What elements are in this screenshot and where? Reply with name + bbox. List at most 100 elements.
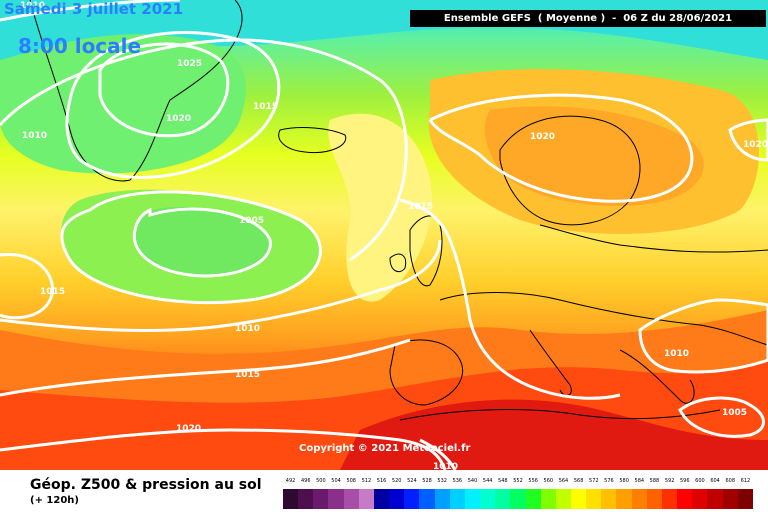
color-scale-swatch (646, 489, 662, 509)
copyright-notice: Copyright © 2021 Meteociel.fr (299, 443, 471, 454)
color-scale-swatch (434, 489, 450, 509)
color-scale-label: 612 (740, 478, 751, 484)
atlantic-low-core (134, 206, 271, 276)
isobar-label: 1015 (235, 370, 260, 380)
isobar-1025 (98, 42, 230, 138)
color-scale-swatch (616, 489, 632, 509)
color-scale-label: 560 (543, 478, 554, 484)
color-scale-label: 500 (316, 478, 326, 484)
baltic-coast (539, 224, 768, 253)
color-scale-swatch (661, 489, 678, 509)
color-scale-label: 608 (725, 478, 736, 484)
color-scale-swatch (631, 489, 647, 509)
color-scale-swatch (570, 489, 587, 509)
color-scale-label: 552 (513, 478, 523, 484)
isobar-label: 1005 (239, 216, 264, 226)
color-scale-swatch (449, 489, 465, 509)
color-scale-swatch (283, 489, 299, 509)
isobar-1010-north (0, 0, 181, 22)
color-scale-label: 508 (346, 478, 356, 484)
isobar-label: 1005 (722, 408, 747, 418)
color-scale-swatch (677, 489, 693, 509)
color-scale-swatch (373, 489, 390, 509)
product-title: Géop. Z500 & pression au sol (30, 477, 262, 493)
color-scale-swatch (586, 489, 602, 509)
greenland-coast (29, 0, 243, 182)
isobar-label: 1015 (253, 102, 278, 112)
isobar-1015-central (399, 198, 621, 400)
color-scale-swatch (298, 489, 314, 509)
color-scale-swatch (343, 489, 359, 509)
color-scale-label: 528 (422, 478, 432, 484)
color-scale-label: 572 (589, 478, 599, 484)
color-scale-label: 548 (498, 478, 508, 484)
color-scale-swatch (722, 489, 738, 509)
isobar-label: 1025 (177, 59, 202, 69)
iceland-coast (278, 127, 347, 154)
europe-coast (439, 292, 768, 346)
forecast-lead-time: (+ 120h) (30, 495, 79, 506)
isobar-1020-scandinavia (428, 93, 694, 203)
color-scale-label: 596 (679, 478, 690, 484)
isobar-label: 1020 (530, 132, 555, 142)
color-scale-swatch (480, 489, 496, 509)
color-scale-label: 492 (285, 478, 296, 484)
isobar-labels: 1010 1025 1020 1015 1010 1005 1020 1015 … (20, 1, 768, 470)
britain-coast (409, 215, 443, 287)
isobar-label: 1015 (40, 287, 65, 297)
color-scale-swatch (540, 489, 556, 509)
ireland-coast (389, 253, 407, 273)
isobar-1010-south (0, 239, 442, 332)
color-scale-label: 604 (710, 478, 720, 484)
color-scale-swatch (510, 489, 526, 509)
color-scale-label: 504 (331, 478, 341, 484)
isobar-label: 1010 (20, 1, 45, 11)
scandinavia-warm-core (484, 106, 704, 206)
isobar-1015-south (0, 338, 411, 397)
color-scale-label: 516 (376, 478, 387, 484)
color-scale-swatch (525, 489, 541, 509)
color-scale-label: 592 (664, 478, 675, 484)
color-scale-swatch (419, 489, 435, 509)
isobar-label: 1020 (166, 114, 191, 124)
ensemble-run-text: Ensemble GEFS ( Moyenne ) - 06 Z du 28/0… (443, 13, 733, 24)
color-scale-label: 540 (467, 478, 478, 484)
color-scale-label: 584 (634, 478, 645, 484)
isobar-1010-africa (419, 438, 457, 470)
greenland-green-zone (0, 34, 247, 174)
isobar-label: 1020 (743, 140, 768, 150)
iberia-coast (389, 339, 463, 406)
color-scale-label: 600 (695, 478, 705, 484)
color-scale-labels: 492 496 500 504 508 512 516 520 524 528 532 536 540 5… (283, 478, 753, 488)
color-scale-swatch (464, 489, 481, 509)
color-scale-label: 512 (361, 478, 372, 484)
color-scale-bar (283, 489, 753, 509)
color-scale-label: 576 (604, 478, 614, 484)
color-scale-swatch (601, 489, 617, 509)
color-scale-swatch (737, 489, 753, 509)
isobar-label: 1010 (22, 131, 47, 141)
forecast-map: 1010 1025 1020 1015 1010 1005 1020 1015 … (0, 0, 768, 470)
isobars (0, 0, 768, 470)
isobar-1020-east (728, 118, 768, 162)
color-scale-swatch (692, 489, 708, 509)
isobar-1020-west (65, 31, 281, 179)
color-scale-swatch (358, 489, 374, 509)
color-scale-label: 580 (619, 478, 629, 484)
isobar-label: 1010 (664, 349, 689, 359)
color-scale-swatch (389, 489, 405, 509)
isobar-1020-south (0, 428, 447, 470)
greece-coast (619, 349, 695, 404)
color-scale-swatch (404, 489, 420, 509)
isobar-1015-west (0, 253, 54, 320)
forecast-date: Samedi 3 juillet 2021 (4, 0, 184, 18)
color-scale-label: 568 (573, 478, 584, 484)
color-scale-swatch (328, 489, 344, 509)
color-scale-label: 532 (437, 478, 447, 484)
color-scale-label: 544 (482, 478, 493, 484)
color-scale-label: 520 (391, 478, 402, 484)
color-scale-label: 564 (558, 478, 569, 484)
color-scale-label: 556 (528, 478, 538, 484)
color-scale-swatch (707, 489, 723, 509)
coastlines (29, 0, 768, 421)
